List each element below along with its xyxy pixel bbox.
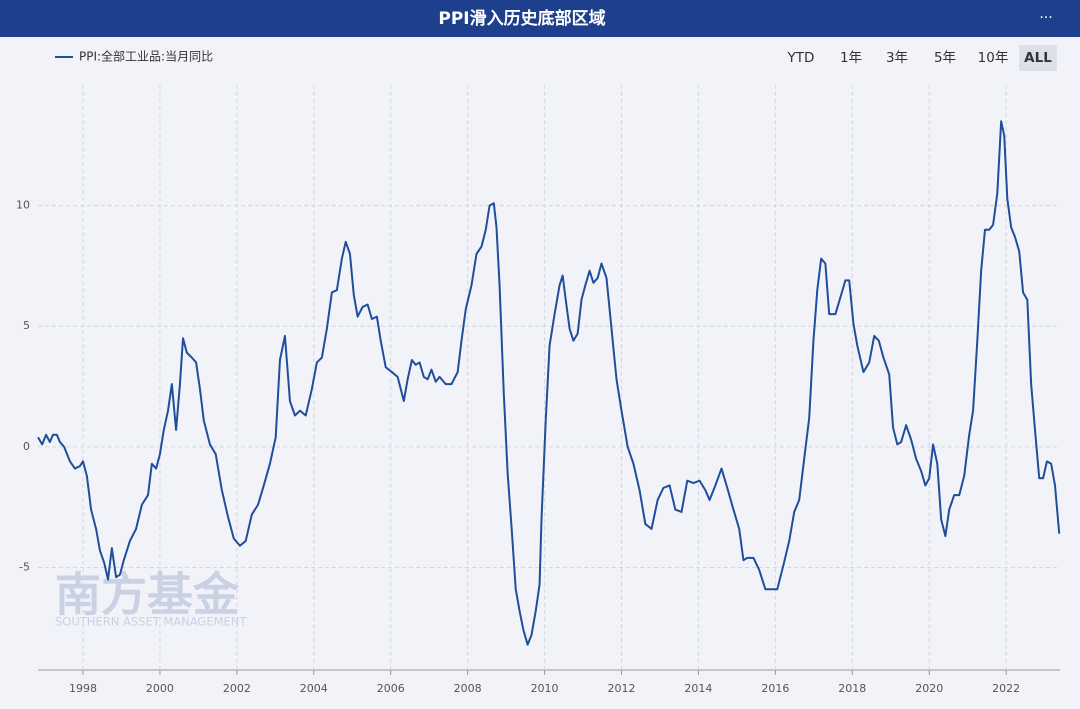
- range-button-bg: [1019, 45, 1057, 71]
- series-line: [37, 120, 1061, 646]
- header-bar: [0, 0, 1080, 37]
- x-tick-label: 2016: [761, 682, 789, 695]
- watermark-name: 南方基金: [55, 568, 240, 622]
- range-button[interactable]: YTD: [787, 50, 815, 66]
- y-tick-label: 0: [23, 440, 30, 453]
- range-button[interactable]: 10年: [978, 50, 1009, 66]
- range-button[interactable]: ALL: [1024, 50, 1052, 66]
- x-tick-label: 2002: [223, 682, 251, 695]
- x-tick-label: 2000: [146, 682, 174, 695]
- y-tick-label: 5: [23, 319, 30, 332]
- legend-label: PPI:全部工业品:当月同比: [79, 49, 213, 64]
- x-tick-label: 2014: [684, 682, 712, 695]
- watermark-subtitle: SOUTHERN ASSET MANAGEMENT: [55, 615, 247, 629]
- y-tick-label: 10: [16, 199, 30, 212]
- y-tick-label: -5: [19, 560, 30, 573]
- range-button[interactable]: 1年: [840, 50, 862, 66]
- x-tick-label: 2004: [300, 682, 328, 695]
- x-tick-label: 1998: [69, 682, 97, 695]
- x-tick-label: 2012: [608, 682, 636, 695]
- x-tick-label: 2022: [992, 682, 1020, 695]
- range-button[interactable]: 3年: [886, 50, 908, 66]
- x-tick-label: 2008: [454, 682, 482, 695]
- menu-button[interactable]: ···: [1039, 10, 1052, 26]
- x-tick-label: 2006: [377, 682, 405, 695]
- x-tick-label: 2010: [531, 682, 559, 695]
- x-tick-label: 2018: [838, 682, 866, 695]
- range-button[interactable]: 5年: [934, 50, 956, 66]
- chart-title: PPI滑入历史底部区域: [438, 8, 605, 29]
- x-tick-label: 2020: [915, 682, 943, 695]
